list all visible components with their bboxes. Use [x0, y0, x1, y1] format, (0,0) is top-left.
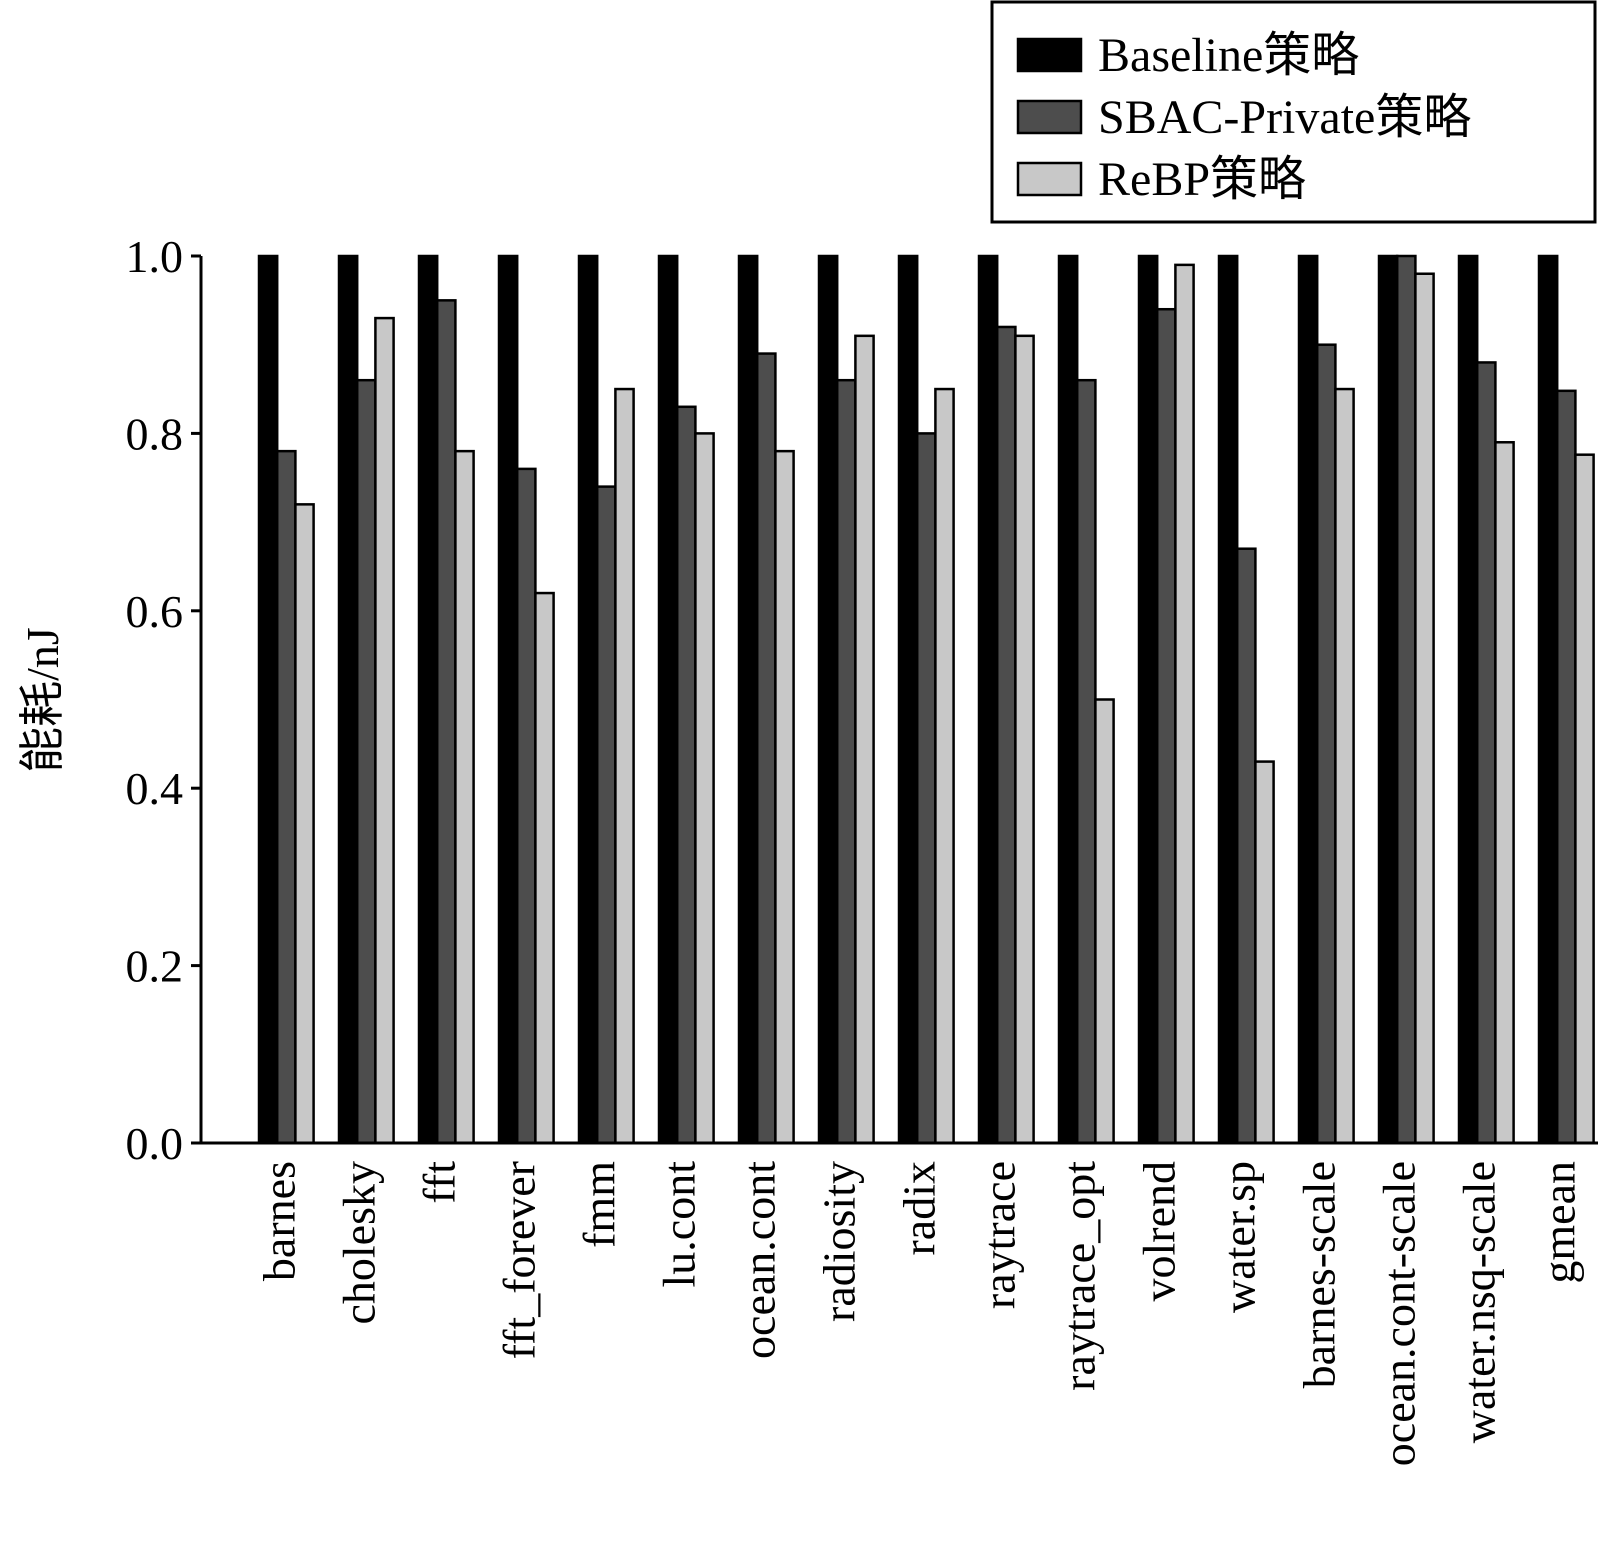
- y-tick-label: 0.6: [126, 586, 184, 637]
- bar-rebp-cholesky: [374, 316, 395, 1145]
- x-tick-label: water.sp: [1213, 1161, 1264, 1313]
- bar-sbac-private-raytrace-opt: [1075, 378, 1097, 1145]
- bar-rebp-fft-forever: [534, 591, 555, 1145]
- bar-sbac-private-ocean-cont: [755, 352, 777, 1145]
- bar-baseline-raytrace: [977, 254, 999, 1145]
- x-tick-label: lu.cont: [653, 1161, 704, 1288]
- y-tick-label: 0.8: [126, 408, 184, 459]
- bar-baseline-water-sp: [1217, 254, 1239, 1145]
- x-tick-label: fft_forever: [493, 1161, 544, 1359]
- bar-rebp-barnes-scale: [1334, 387, 1355, 1145]
- bar-sbac-private-fft: [435, 299, 457, 1145]
- bar-rebp-fft: [454, 449, 475, 1145]
- x-tick-label: barnes-scale: [1293, 1161, 1344, 1388]
- bar-baseline-raytrace-opt: [1057, 254, 1079, 1145]
- bar-rebp-volrend: [1174, 263, 1195, 1145]
- bar-sbac-private-barnes: [275, 449, 297, 1145]
- x-tick-label: ocean.cont: [733, 1161, 784, 1359]
- bar-sbac-private-barnes-scale: [1315, 343, 1337, 1145]
- bar-baseline-barnes-scale: [1297, 254, 1319, 1145]
- bar-baseline-gmean: [1537, 254, 1559, 1145]
- x-tick-label: raytrace_opt: [1053, 1161, 1104, 1391]
- legend-label-sbac-private: SBAC-Private策略: [1098, 91, 1471, 144]
- plot-area: [257, 254, 1595, 1145]
- bar-sbac-private-cholesky: [355, 378, 377, 1145]
- bar-sbac-private-fft-forever: [515, 467, 537, 1145]
- x-tick-label: ocean.cont-scale: [1373, 1161, 1424, 1466]
- legend: Baseline策略 SBAC-Private策略 ReBP策略: [990, 0, 1597, 224]
- bar-rebp-fmm: [614, 387, 635, 1145]
- bar-baseline-ocean-cont-scale: [1377, 254, 1399, 1145]
- bar-sbac-private-lu-cont: [675, 405, 697, 1145]
- bar-sbac-private-volrend: [1155, 307, 1177, 1145]
- bar-rebp-gmean: [1574, 453, 1595, 1145]
- legend-box: [990, 0, 1597, 224]
- bar-baseline-radix: [897, 254, 919, 1145]
- bar-rebp-lu-cont: [694, 432, 715, 1145]
- bar-baseline-barnes: [257, 254, 279, 1145]
- bar-rebp-ocean-cont-scale: [1414, 272, 1435, 1145]
- bar-baseline-fmm: [577, 254, 599, 1145]
- x-tick-label: barnes: [253, 1161, 304, 1281]
- x-tick-label: fmm: [573, 1161, 624, 1248]
- y-tick-label: 0.4: [126, 763, 184, 814]
- x-tick-label: radix: [893, 1161, 944, 1256]
- bar-sbac-private-radiosity: [835, 378, 857, 1145]
- x-tick-label: fft: [413, 1161, 464, 1204]
- bar-rebp-raytrace-opt: [1094, 698, 1115, 1145]
- x-tick-label: cholesky: [333, 1161, 384, 1325]
- bar-sbac-private-raytrace: [995, 325, 1017, 1145]
- x-tick-label: radiosity: [813, 1161, 864, 1322]
- x-tick-label: water.nsq-scale: [1453, 1161, 1504, 1443]
- bar-baseline-ocean-cont: [737, 254, 759, 1145]
- bar-baseline-volrend: [1137, 254, 1159, 1145]
- bar-rebp-water-nsq-scale: [1494, 441, 1515, 1145]
- bar-rebp-barnes: [294, 503, 315, 1145]
- y-tick-label: 1.0: [126, 231, 184, 282]
- bar-sbac-private-water-sp: [1235, 547, 1257, 1145]
- bar-baseline-fft-forever: [497, 254, 519, 1145]
- bar-rebp-radiosity: [854, 334, 875, 1145]
- legend-label-rebp: ReBP策略: [1098, 153, 1306, 206]
- y-axis-label: 能耗/nJ: [17, 627, 68, 773]
- bar-sbac-private-water-nsq-scale: [1475, 361, 1497, 1145]
- legend-swatch-rebp: [1016, 161, 1083, 197]
- y-axis-ticks: 0.0 0.2 0.4 0.6 0.8 1.0: [126, 231, 201, 1169]
- bar-rebp-radix: [934, 387, 955, 1145]
- bar-rebp-water-sp: [1254, 760, 1275, 1145]
- bar-sbac-private-fmm: [595, 485, 617, 1145]
- bar-baseline-fft: [417, 254, 439, 1145]
- bar-baseline-cholesky: [337, 254, 359, 1145]
- bar-rebp-raytrace: [1014, 334, 1035, 1145]
- bar-sbac-private-radix: [915, 432, 937, 1145]
- bar-baseline-water-nsq-scale: [1457, 254, 1479, 1145]
- y-tick-label: 0.0: [126, 1118, 184, 1169]
- bar-rebp-ocean-cont: [774, 449, 795, 1145]
- y-tick-label: 0.2: [126, 941, 184, 992]
- legend-swatch-baseline: [1016, 37, 1083, 73]
- bar-baseline-radiosity: [817, 254, 839, 1145]
- bar-sbac-private-gmean: [1555, 389, 1577, 1145]
- legend-label-baseline: Baseline策略: [1098, 29, 1359, 82]
- legend-swatch-sbac-private: [1016, 99, 1083, 135]
- x-tick-label: gmean: [1533, 1161, 1584, 1284]
- x-tick-label: raytrace: [973, 1161, 1024, 1309]
- bar-baseline-lu-cont: [657, 254, 679, 1145]
- x-axis-tick-labels: barnes cholesky fft fft_forever fmm lu.cont oc…: [253, 1161, 1584, 1466]
- x-tick-label: volrend: [1133, 1161, 1184, 1302]
- bar-sbac-private-ocean-cont-scale: [1395, 254, 1417, 1145]
